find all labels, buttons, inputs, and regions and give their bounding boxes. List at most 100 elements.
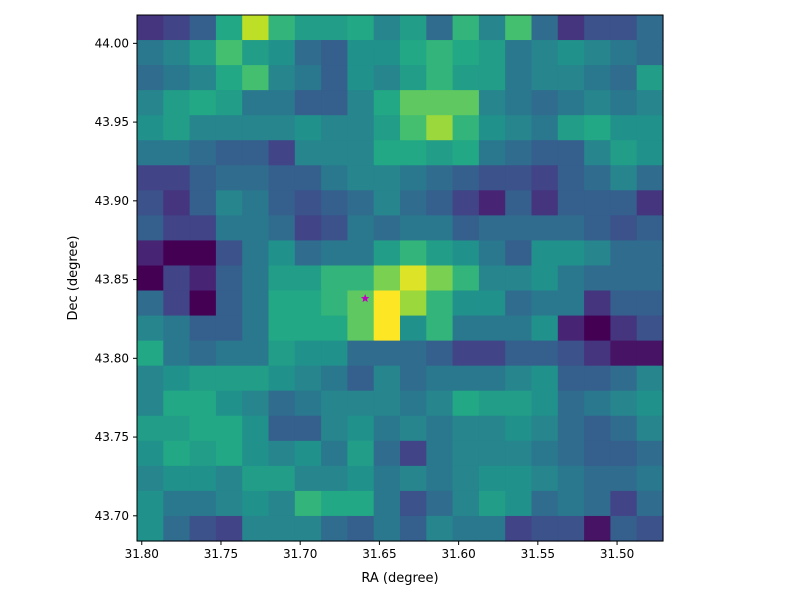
heatmap-cell bbox=[610, 190, 638, 216]
heatmap-cell bbox=[137, 290, 164, 317]
heatmap-cell bbox=[163, 65, 191, 91]
heatmap-cell bbox=[478, 140, 506, 166]
heatmap-cell bbox=[531, 40, 559, 66]
heatmap-cell bbox=[215, 140, 243, 166]
heatmap bbox=[137, 15, 664, 542]
heatmap-cell bbox=[189, 340, 217, 367]
heatmap-cell bbox=[215, 490, 243, 517]
heatmap-cell bbox=[189, 115, 217, 141]
heatmap-cell bbox=[478, 365, 506, 392]
y-tick-label: 43.95 bbox=[95, 115, 129, 129]
heatmap-cell bbox=[373, 40, 401, 66]
heatmap-cell bbox=[610, 40, 638, 66]
heatmap-cell bbox=[347, 15, 375, 41]
heatmap-cell bbox=[268, 190, 296, 216]
heatmap-cell bbox=[189, 215, 217, 242]
heatmap-cell bbox=[215, 240, 243, 267]
heatmap-cell bbox=[426, 265, 454, 292]
heatmap-cell bbox=[505, 440, 533, 467]
heatmap-cell bbox=[294, 65, 322, 91]
heatmap-cell bbox=[242, 390, 270, 417]
heatmap-cell bbox=[347, 90, 375, 116]
heatmap-cell bbox=[321, 90, 348, 116]
heatmap-cell bbox=[610, 240, 638, 267]
heatmap-cell bbox=[505, 215, 533, 242]
heatmap-cell bbox=[452, 465, 480, 492]
heatmap-cell bbox=[505, 265, 533, 292]
heatmap-cell bbox=[268, 290, 296, 317]
heatmap-cell bbox=[400, 490, 427, 517]
heatmap-cell bbox=[268, 165, 296, 191]
heatmap-cell bbox=[584, 165, 611, 191]
heatmap-cell bbox=[294, 165, 322, 191]
heatmap-cell bbox=[321, 490, 348, 517]
heatmap-cell bbox=[373, 90, 401, 116]
heatmap-cell bbox=[557, 365, 585, 392]
heatmap-cell bbox=[505, 190, 533, 216]
heatmap-cell bbox=[242, 240, 270, 267]
heatmap-cell bbox=[189, 40, 217, 66]
heatmap-cell bbox=[373, 65, 401, 91]
heatmap-cell bbox=[321, 40, 348, 66]
heatmap-cell bbox=[478, 215, 506, 242]
heatmap-cell bbox=[215, 515, 243, 542]
heatmap-cell bbox=[426, 365, 454, 392]
heatmap-cell bbox=[557, 290, 585, 317]
heatmap-cell bbox=[584, 415, 611, 442]
heatmap-cell bbox=[373, 465, 401, 492]
heatmap-cell bbox=[400, 215, 427, 242]
heatmap-cell bbox=[505, 90, 533, 116]
heatmap-cell bbox=[321, 340, 348, 367]
heatmap-cell bbox=[505, 115, 533, 141]
heatmap-cell bbox=[163, 215, 191, 242]
heatmap-cell bbox=[452, 15, 480, 41]
heatmap-cell bbox=[505, 390, 533, 417]
heatmap-cell bbox=[373, 115, 401, 141]
heatmap-cell bbox=[321, 190, 348, 216]
heatmap-cell bbox=[636, 440, 664, 467]
heatmap-cell bbox=[347, 440, 375, 467]
heatmap-cell bbox=[137, 115, 164, 141]
heatmap-cell bbox=[452, 490, 480, 517]
heatmap-cell bbox=[400, 515, 427, 542]
heatmap-cell bbox=[426, 390, 454, 417]
heatmap-cell bbox=[610, 340, 638, 367]
heatmap-cell bbox=[557, 390, 585, 417]
heatmap-cell bbox=[531, 115, 559, 141]
heatmap-cell bbox=[137, 390, 164, 417]
heatmap-cell bbox=[452, 215, 480, 242]
heatmap-cell bbox=[242, 340, 270, 367]
heatmap-cell bbox=[294, 215, 322, 242]
heatmap-cell bbox=[215, 415, 243, 442]
heatmap-cell bbox=[400, 465, 427, 492]
heatmap-cell bbox=[294, 40, 322, 66]
heatmap-cell bbox=[268, 465, 296, 492]
heatmap-cell bbox=[163, 190, 191, 216]
heatmap-cell bbox=[400, 90, 427, 116]
heatmap-cell bbox=[557, 165, 585, 191]
heatmap-cell bbox=[452, 165, 480, 191]
heatmap-cell bbox=[137, 240, 164, 267]
heatmap-cell bbox=[268, 90, 296, 116]
heatmap-cell bbox=[189, 315, 217, 342]
heatmap-cell bbox=[347, 65, 375, 91]
heatmap-cell bbox=[137, 65, 164, 91]
heatmap-cell bbox=[636, 365, 664, 392]
heatmap-cell bbox=[400, 240, 427, 267]
heatmap-cell bbox=[347, 240, 375, 267]
heatmap-cell bbox=[215, 90, 243, 116]
heatmap-cell bbox=[478, 515, 506, 542]
heatmap-cell bbox=[242, 165, 270, 191]
heatmap-cell bbox=[189, 415, 217, 442]
heatmap-cell bbox=[452, 290, 480, 317]
heatmap-cell bbox=[531, 515, 559, 542]
heatmap-cell bbox=[531, 340, 559, 367]
heatmap-cell bbox=[426, 90, 454, 116]
heatmap-cell bbox=[584, 340, 611, 367]
heatmap-cell bbox=[163, 40, 191, 66]
heatmap-cell bbox=[242, 365, 270, 392]
heatmap-cell bbox=[373, 390, 401, 417]
heatmap-cell bbox=[505, 315, 533, 342]
heatmap-cell bbox=[137, 265, 164, 292]
